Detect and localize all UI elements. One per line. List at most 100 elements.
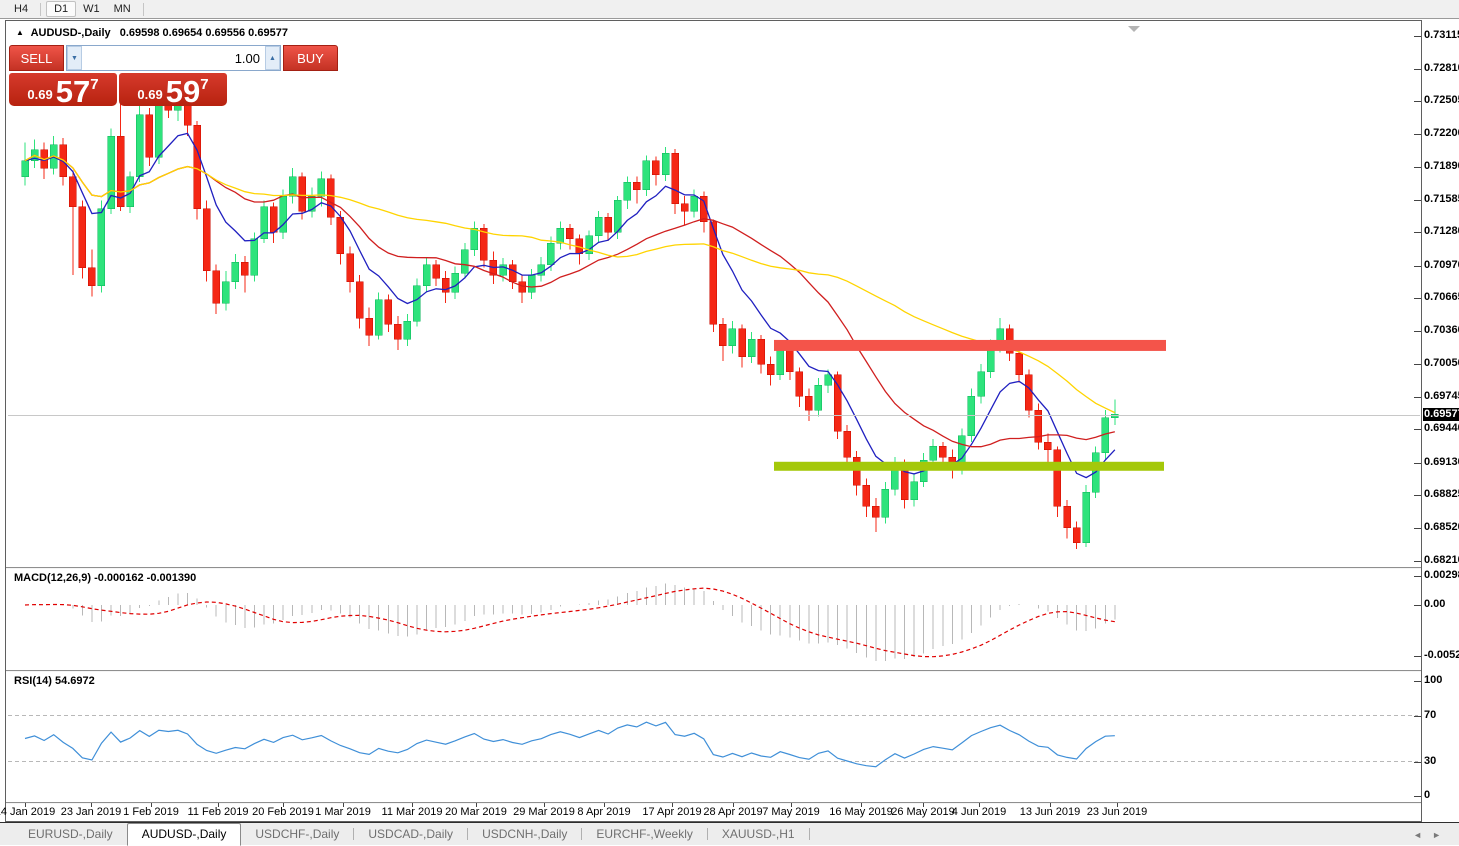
date-axis-label: 23 Jun 2019 bbox=[1086, 806, 1148, 818]
fast-ma-line bbox=[24, 132, 1116, 479]
sell-price-display[interactable]: 0.69 57 7 bbox=[9, 73, 117, 106]
date-axis-label: 11 Mar 2019 bbox=[381, 806, 443, 818]
price-axis-label: 0.70665 bbox=[1424, 291, 1459, 304]
volume-stepper: ▼ ▲ bbox=[66, 45, 281, 71]
timeframe-button-mn[interactable]: MN bbox=[113, 2, 131, 15]
chart-tabs-bar: EURUSD-,Daily AUDUSD-,Daily USDCHF-,Daily U… bbox=[0, 822, 1459, 846]
chart-title-row: ▲ AUDUSD-,Daily 0.69598 0.69654 0.69556 … bbox=[16, 27, 288, 39]
date-axis-label: 8 Apr 2019 bbox=[577, 806, 631, 818]
timeframe-toolbar: H4 D1 W1 MN bbox=[0, 0, 1459, 19]
price-axis-label: 0 bbox=[1424, 789, 1431, 801]
macd-signal-line bbox=[24, 587, 1115, 658]
buy-price-big: 59 bbox=[165, 74, 201, 106]
toolbar-separator bbox=[142, 2, 144, 16]
resistance-line[interactable] bbox=[774, 339, 1166, 351]
price-axis-label: 0.69745 bbox=[1424, 389, 1459, 402]
one-click-trading-panel: SELL ▼ ▲ BUY 0.69 57 7 0.69 59 7 bbox=[9, 45, 338, 106]
rsi-indicator-label: RSI(14) 54.6972 bbox=[14, 675, 95, 687]
date-axis[interactable]: 14 Jan 2019 23 Jan 2019 1 Feb 2019 11 Feb 2… bbox=[0, 802, 1421, 821]
price-axis-label: 70 bbox=[1424, 708, 1437, 721]
support-line[interactable] bbox=[774, 461, 1164, 471]
tab-scroll-arrows[interactable]: ◄► bbox=[1413, 830, 1451, 840]
sell-price-pip: 7 bbox=[90, 76, 99, 93]
date-axis-label: 20 Mar 2019 bbox=[445, 806, 507, 818]
slow-ma-line bbox=[24, 154, 1116, 414]
tab-divider bbox=[467, 828, 469, 840]
date-axis-label: 16 May 2019 bbox=[829, 806, 893, 818]
date-axis-label: 23 Jan 2019 bbox=[60, 806, 122, 818]
chart-tab-usdcad[interactable]: USDCAD-,Daily bbox=[368, 827, 454, 841]
price-axis-label: -0.005254 bbox=[1424, 649, 1459, 662]
timeframe-button-h4[interactable]: H4 bbox=[14, 2, 29, 15]
price-chart-canvas[interactable] bbox=[6, 21, 1421, 821]
price-axis-label: 0.68825 bbox=[1424, 488, 1459, 501]
price-axis-label: 0.00 bbox=[1424, 598, 1446, 610]
date-axis-label: 4 Jun 2019 bbox=[951, 806, 1007, 818]
price-axis-label: 0.002984 bbox=[1424, 569, 1459, 582]
buy-price-display[interactable]: 0.69 59 7 bbox=[119, 73, 227, 106]
volume-decrease-button[interactable]: ▼ bbox=[67, 46, 82, 70]
date-axis-label: 17 Apr 2019 bbox=[642, 806, 702, 818]
sell-price-big: 57 bbox=[55, 74, 91, 106]
chart-tab-usdcnh[interactable]: USDCNH-,Daily bbox=[482, 827, 568, 841]
buy-price-prefix: 0.69 bbox=[137, 87, 163, 102]
chart-ohlc-quotes: 0.69598 0.69654 0.69556 0.69577 bbox=[119, 27, 288, 39]
current-price-tag: 0.69577 bbox=[1423, 407, 1459, 421]
tab-scroll-left-icon[interactable]: ◄ bbox=[1413, 830, 1433, 840]
chart-tab-xauusd[interactable]: XAUUSD-,H1 bbox=[721, 827, 795, 841]
collapse-triangle-icon[interactable]: ▲ bbox=[16, 28, 24, 37]
date-axis-label: 1 Feb 2019 bbox=[123, 806, 179, 818]
tab-scroll-right-icon[interactable]: ► bbox=[1432, 830, 1451, 840]
price-axis-label: 0.73115 bbox=[1424, 29, 1459, 41]
macd-panel bbox=[24, 583, 1116, 662]
price-axis-label: 30 bbox=[1424, 754, 1437, 767]
axis-ticks bbox=[25, 36, 1421, 807]
buy-button[interactable]: BUY bbox=[283, 45, 338, 71]
volume-input[interactable] bbox=[82, 46, 265, 70]
buy-price-pip: 7 bbox=[200, 76, 209, 93]
medium-ma-line bbox=[24, 154, 1115, 448]
rsi-panel bbox=[8, 715, 1418, 768]
chart-tab-eurchf[interactable]: EURCHF-,Weekly bbox=[596, 827, 693, 841]
macd-indicator-label: MACD(12,26,9) -0.000162 -0.001390 bbox=[14, 572, 197, 584]
date-axis-label: 14 Jan 2019 bbox=[0, 806, 56, 818]
chart-window: ▲ AUDUSD-,Daily 0.69598 0.69654 0.69556 … bbox=[0, 20, 1422, 822]
sell-button[interactable]: SELL bbox=[9, 45, 64, 71]
chart-tab-usdchf[interactable]: USDCHF-,Daily bbox=[255, 827, 340, 841]
candles bbox=[21, 82, 1119, 550]
toolbar-separator bbox=[40, 2, 42, 16]
tab-divider bbox=[808, 828, 810, 840]
tab-divider bbox=[353, 828, 355, 840]
chart-tab-audusd[interactable]: AUDUSD-,Daily bbox=[126, 823, 242, 846]
tab-divider bbox=[581, 828, 583, 840]
price-axis-label: 0.71585 bbox=[1424, 192, 1459, 205]
date-axis-label: 13 Jun 2019 bbox=[1019, 806, 1081, 818]
sell-price-prefix: 0.69 bbox=[27, 87, 53, 102]
autoscroll-triangle-icon[interactable] bbox=[1128, 26, 1140, 32]
date-axis-label: 28 Apr 2019 bbox=[703, 806, 763, 818]
date-axis-label: 26 May 2019 bbox=[891, 806, 955, 818]
timeframe-button-w1[interactable]: W1 bbox=[83, 2, 100, 15]
price-axis-label: 100 bbox=[1424, 674, 1443, 686]
price-axis-label: 0.72505 bbox=[1424, 94, 1459, 107]
volume-increase-button[interactable]: ▲ bbox=[265, 46, 280, 70]
timeframe-button-d1[interactable]: D1 bbox=[46, 1, 77, 17]
date-axis-label: 29 Mar 2019 bbox=[513, 806, 575, 818]
chart-tab-eurusd[interactable]: EURUSD-,Daily bbox=[28, 827, 113, 841]
date-axis-label: 11 Feb 2019 bbox=[187, 806, 249, 818]
tab-divider bbox=[706, 828, 708, 840]
rsi-line bbox=[24, 721, 1115, 768]
date-axis-label: 7 May 2019 bbox=[762, 806, 820, 818]
date-axis-label: 20 Feb 2019 bbox=[252, 806, 314, 818]
